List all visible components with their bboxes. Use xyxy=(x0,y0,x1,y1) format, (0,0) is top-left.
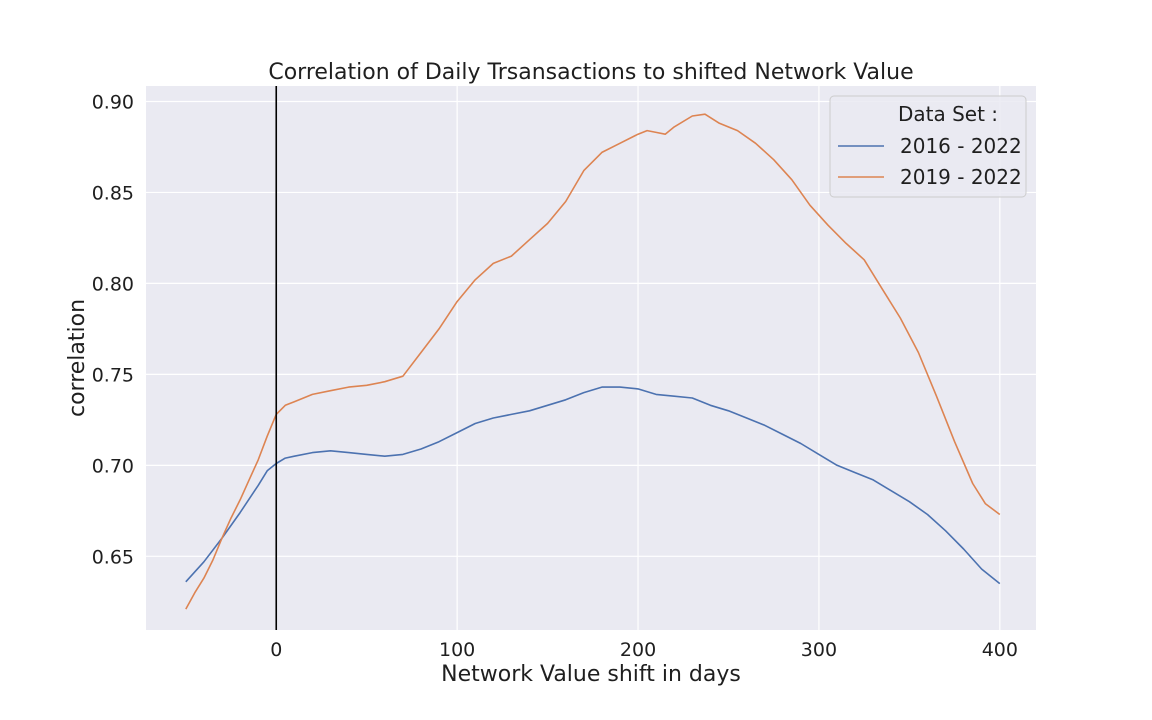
legend-box xyxy=(829,95,1027,198)
tick-labels: 0 100 200 300 400 0.65 0.70 0.75 0.80 0.85 0.90 xyxy=(92,91,1018,661)
y-tick-label: 0.75 xyxy=(92,364,134,386)
y-tick-label: 0.90 xyxy=(92,91,134,113)
chart-title: Correlation of Daily Trsansactions to sh… xyxy=(268,60,913,85)
legend-label-2019-2022: 2019 - 2022 xyxy=(900,165,1022,189)
legend-title: Data Set : xyxy=(898,102,998,126)
x-axis-label: Network Value shift in days xyxy=(441,662,741,687)
x-tick-label: 200 xyxy=(620,639,656,661)
x-tick-label: 300 xyxy=(801,639,837,661)
y-tick-label: 0.80 xyxy=(92,273,134,295)
x-tick-label: 100 xyxy=(439,639,475,661)
y-tick-label: 0.70 xyxy=(92,455,134,477)
x-tick-label: 400 xyxy=(982,639,1018,661)
y-axis-label: correlation xyxy=(65,299,90,417)
legend: Data Set : 2016 - 2022 2019 - 2022 xyxy=(829,95,1027,198)
series-line-2019-2022 xyxy=(185,113,1001,610)
series-lines xyxy=(185,113,1001,610)
series-line-2016-2022 xyxy=(185,386,1001,585)
legend-label-2016-2022: 2016 - 2022 xyxy=(900,134,1022,158)
x-tick-label: 0 xyxy=(270,639,282,661)
y-tick-label: 0.65 xyxy=(92,546,134,568)
y-tick-label: 0.85 xyxy=(92,182,134,204)
